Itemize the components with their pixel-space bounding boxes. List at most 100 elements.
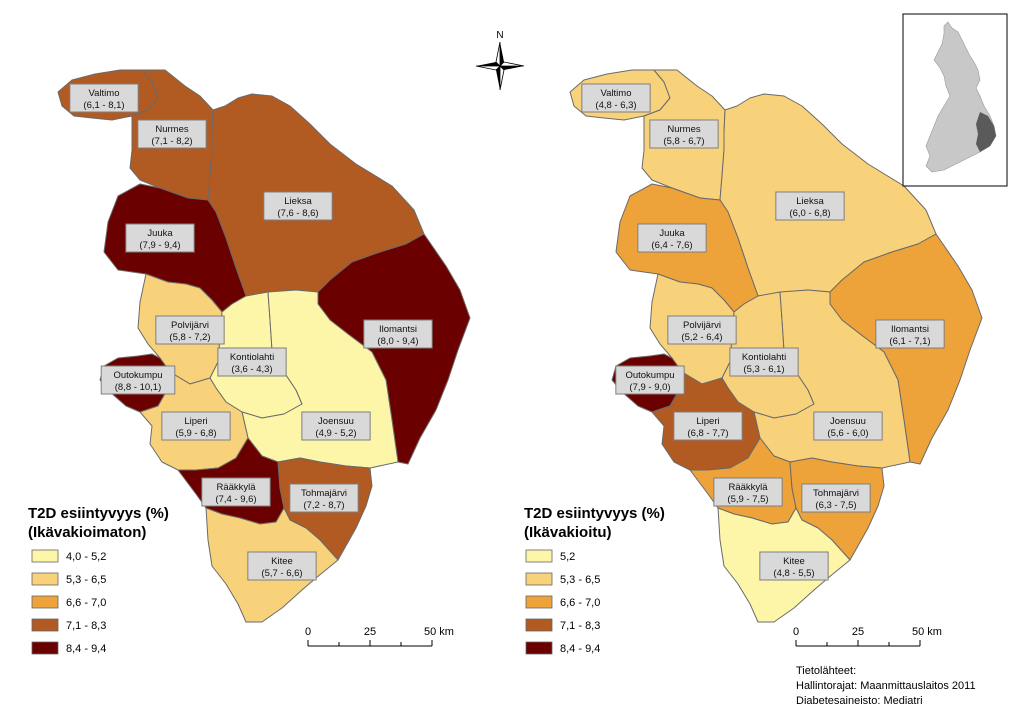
municipality-name: Ilomantsi	[379, 324, 417, 335]
north-karelia-highlight	[976, 112, 996, 152]
municipality-name: Rääkkylä	[216, 482, 256, 493]
municipality-range: (4,8 - 5,5)	[773, 568, 814, 579]
scale-bar-left: 0 25 50 km	[305, 626, 454, 647]
scale-tick-50: 50 km	[424, 626, 454, 638]
municipality-range: (6,1 - 8,1)	[83, 100, 124, 111]
municipality-name: Polvijärvi	[171, 320, 209, 331]
municipality-name: Outokumpu	[625, 370, 674, 381]
label-valtimo: Valtimo(6,1 - 8,1)	[69, 83, 139, 113]
municipality-range: (6,0 - 6,8)	[789, 208, 830, 219]
legend-item: 6,6 - 7,0	[31, 595, 106, 609]
municipality-name: Polvijärvi	[683, 320, 721, 331]
label-outokumpu: Outokumpu(8,8 - 10,1)	[100, 365, 176, 395]
legend-swatch	[525, 641, 553, 655]
municipality-range: (5,3 - 6,1)	[743, 364, 784, 375]
municipality-name: Rääkkylä	[728, 482, 768, 493]
legend-swatch	[525, 595, 553, 609]
municipality-name: Nurmes	[155, 124, 189, 135]
legend-label: 5,3 - 6,5	[66, 574, 106, 586]
legend-label: 6,6 - 7,0	[560, 597, 600, 609]
label-lieksa: Lieksa(7,6 - 8,6)	[263, 191, 333, 221]
legend-label: 5,2	[560, 551, 575, 563]
label-nurmes: Nurmes(7,1 - 8,2)	[137, 119, 207, 149]
municipality-name: Kontiolahti	[230, 352, 274, 363]
municipality-name: Kontiolahti	[742, 352, 786, 363]
legend-label: 8,4 - 9,4	[560, 643, 600, 655]
label-liperi: Liperi(6,8 - 7,7)	[673, 411, 743, 441]
municipality-name: Lieksa	[284, 196, 312, 207]
legend-swatch	[525, 572, 553, 586]
municipality-name: Joensuu	[830, 416, 866, 427]
municipality-name: Lieksa	[796, 196, 824, 207]
legend-subtitle: (Ikävakioimaton)	[28, 524, 146, 541]
municipality-range: (5,2 - 6,4)	[681, 332, 722, 343]
municipality-range: (5,9 - 6,8)	[175, 428, 216, 439]
municipality-range: (5,8 - 7,2)	[169, 332, 210, 343]
legend-item: 7,1 - 8,3	[31, 618, 106, 632]
municipality-range: (7,9 - 9,0)	[629, 382, 670, 393]
scale-bar-right: 0 25 50 km	[793, 626, 942, 647]
municipality-name: Outokumpu	[113, 370, 162, 381]
legend-item: 6,6 - 7,0	[525, 595, 600, 609]
legend-title: T2D esiintyvyys (%)	[28, 505, 169, 522]
label-nurmes: Nurmes(5,8 - 6,7)	[649, 119, 719, 149]
label-kontiolahti: Kontiolahti(5,3 - 6,1)	[729, 347, 799, 377]
legend-item: 7,1 - 8,3	[525, 618, 600, 632]
label-kontiolahti: Kontiolahti(3,6 - 4,3)	[217, 347, 287, 377]
legend-swatch	[525, 618, 553, 632]
legend-item: 5,3 - 6,5	[31, 572, 106, 586]
label-kitee: Kitee(4,8 - 5,5)	[759, 551, 829, 581]
municipality-name: Tohmajärvi	[301, 488, 347, 499]
sources-boundaries: Hallintorajat: Maanmittauslaitos 2011	[796, 680, 976, 692]
scale-tick-0: 0	[793, 626, 799, 638]
legend-unstandardized: T2D esiintyvyys (%) (Ikävakioimaton) 4,0…	[28, 505, 169, 655]
legend-title: T2D esiintyvyys (%)	[524, 505, 665, 522]
label-outokumpu: Outokumpu(7,9 - 9,0)	[615, 365, 685, 395]
sources-heading: Tietolähteet:	[796, 665, 856, 677]
label-tohmajarvi: Tohmajärvi(6,3 - 7,5)	[801, 483, 871, 513]
municipality-range: (7,4 - 9,6)	[215, 494, 256, 505]
sources-diabetes: Diabetesaineisto: Mediatri	[796, 695, 923, 707]
legend-swatch	[525, 549, 553, 563]
legend-item: 8,4 - 9,4	[31, 641, 106, 655]
label-valtimo: Valtimo(4,8 - 6,3)	[581, 83, 651, 113]
municipality-name: Nurmes	[667, 124, 701, 135]
label-juuka: Juuka(6,4 - 7,6)	[637, 223, 707, 253]
municipality-range: (5,6 - 6,0)	[827, 428, 868, 439]
municipality-range: (3,6 - 4,3)	[231, 364, 272, 375]
municipality-name: Joensuu	[318, 416, 354, 427]
municipality-name: Kitee	[271, 556, 293, 567]
legend-item: 5,3 - 6,5	[525, 572, 600, 586]
municipality-range: (5,8 - 6,7)	[663, 136, 704, 147]
legend-swatch	[31, 572, 59, 586]
municipality-range: (4,8 - 6,3)	[595, 100, 636, 111]
legend-label: 5,3 - 6,5	[560, 574, 600, 586]
municipality-name: Liperi	[696, 416, 719, 427]
legend-item: 4,0 - 5,2	[31, 549, 106, 563]
label-liperi: Liperi(5,9 - 6,8)	[161, 411, 231, 441]
municipality-name: Juuka	[659, 228, 685, 239]
municipality-range: (4,9 - 5,2)	[315, 428, 356, 439]
municipality-name: Valtimo	[601, 88, 632, 99]
legend-item: 5,2	[525, 549, 575, 563]
municipality-range: (7,1 - 8,2)	[151, 136, 192, 147]
municipality-range: (6,8 - 7,7)	[687, 428, 728, 439]
municipality-range: (6,4 - 7,6)	[651, 240, 692, 251]
legend-label: 6,6 - 7,0	[66, 597, 106, 609]
municipality-range: (6,1 - 7,1)	[889, 336, 930, 347]
labels-unstandardized: Valtimo(6,1 - 8,1) Nurmes(7,1 - 8,2) Lieks…	[69, 83, 433, 581]
municipality-range: (8,8 - 10,1)	[115, 382, 161, 393]
legend-swatch	[31, 595, 59, 609]
scale-tick-25: 25	[852, 626, 864, 638]
legend-swatch	[31, 618, 59, 632]
legend-subtitle: (Ikävakioitu)	[524, 524, 612, 541]
label-lieksa: Lieksa(6,0 - 6,8)	[775, 191, 845, 221]
municipality-name: Liperi	[184, 416, 207, 427]
label-polvijarvi: Polvijärvi(5,2 - 6,4)	[667, 315, 737, 345]
label-ilomantsi: Ilomantsi(6,1 - 7,1)	[875, 319, 945, 349]
legend-label: 7,1 - 8,3	[66, 620, 106, 632]
legend-label: 8,4 - 9,4	[66, 643, 106, 655]
municipality-range: (7,6 - 8,6)	[277, 208, 318, 219]
scale-tick-50: 50 km	[912, 626, 942, 638]
